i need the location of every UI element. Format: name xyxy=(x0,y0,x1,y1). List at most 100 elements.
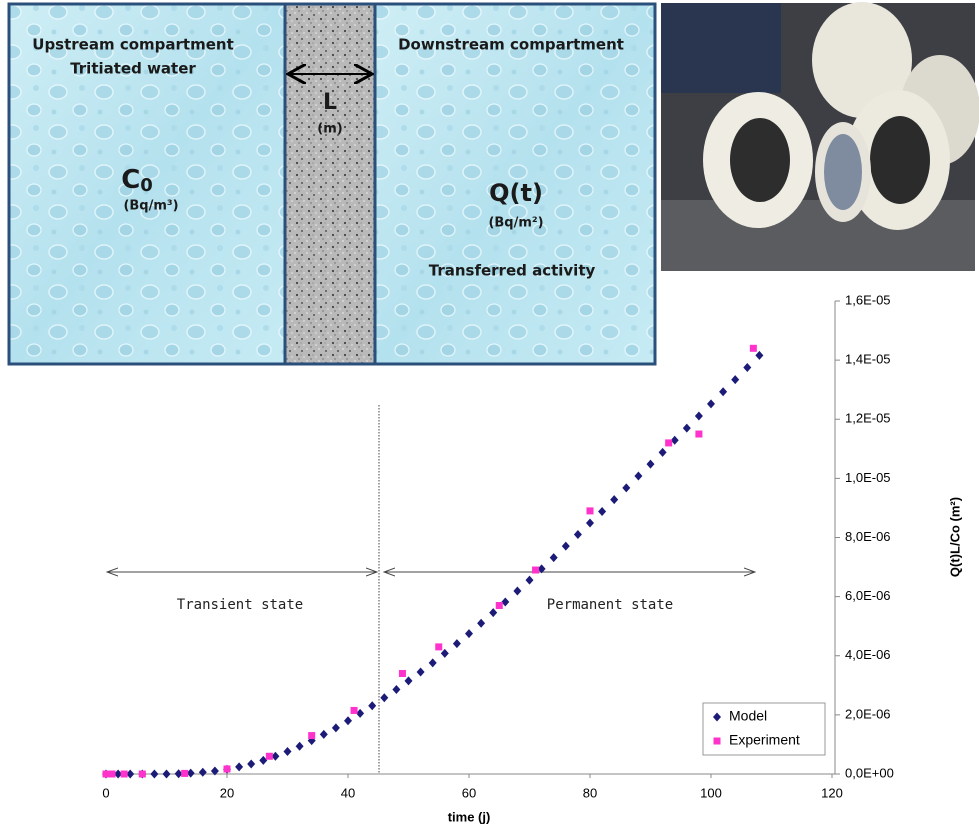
model-point xyxy=(622,483,631,493)
model-point xyxy=(658,447,667,457)
experiment-point xyxy=(350,706,358,714)
model-point xyxy=(416,667,425,677)
activity-symbol: Q(t) xyxy=(489,179,543,207)
thickness-symbol: L xyxy=(323,90,337,115)
model-point xyxy=(670,435,679,445)
model-point xyxy=(452,639,461,649)
annotation: Permanent state xyxy=(547,597,673,613)
model-point xyxy=(525,575,534,585)
experiment-point xyxy=(398,669,406,677)
sample-panel xyxy=(285,4,375,364)
model-point xyxy=(210,766,219,776)
experiment-point xyxy=(265,752,273,760)
y-tick-label: 1,6E-05 xyxy=(845,292,891,307)
model-point xyxy=(126,769,135,779)
x-tick-label: 100 xyxy=(700,785,722,800)
model-point xyxy=(537,564,546,574)
model-point xyxy=(743,363,752,373)
y-tick-label: 1,0E-05 xyxy=(845,470,891,485)
y-tick-label: 1,4E-05 xyxy=(845,352,891,367)
model-point xyxy=(368,701,377,711)
model-point xyxy=(174,769,183,779)
model-point xyxy=(247,759,256,769)
y-tick-label: 4,0E-06 xyxy=(845,647,891,662)
experiment-point xyxy=(749,344,757,352)
model-point xyxy=(150,769,159,779)
experiment-point xyxy=(695,430,703,438)
model-point xyxy=(283,747,292,757)
concentration-letter: C xyxy=(121,165,140,195)
photo-cell xyxy=(812,2,912,118)
model-point xyxy=(259,755,268,765)
y-tick-label: 0,0E+00 xyxy=(845,765,894,780)
photo-cell-window xyxy=(730,118,790,202)
model-point xyxy=(755,350,764,360)
experiment-point xyxy=(308,732,316,740)
model-point xyxy=(573,530,582,540)
x-tick-label: 20 xyxy=(220,785,234,800)
x-tick-label: 60 xyxy=(462,785,476,800)
downstream-title: Downstream compartment xyxy=(398,36,624,54)
upstream-texture xyxy=(9,4,285,364)
model-point xyxy=(634,471,643,481)
y-axis-label: Q(t)L/Co (m²) xyxy=(947,497,962,577)
y-tick-label: 1,2E-05 xyxy=(845,411,891,426)
model-point xyxy=(501,597,510,607)
model-point xyxy=(598,506,607,516)
model-point xyxy=(271,751,280,761)
model-point xyxy=(428,658,437,668)
model-point xyxy=(235,762,244,772)
model-point xyxy=(477,618,486,628)
experiment-point xyxy=(223,765,231,773)
model-point xyxy=(561,541,570,551)
photo-cell-window xyxy=(870,116,930,204)
model-point xyxy=(186,768,195,778)
model-point xyxy=(586,518,594,528)
photo-disc-face xyxy=(824,134,862,210)
experiment-point xyxy=(665,439,673,447)
legend-label: Model xyxy=(729,708,767,724)
experiment-point xyxy=(102,770,110,778)
experiment-point xyxy=(532,566,540,574)
legend: Model Experiment xyxy=(702,702,826,756)
model-point xyxy=(707,399,715,409)
legend-box xyxy=(702,702,826,756)
model-point xyxy=(198,767,207,777)
model-point xyxy=(682,423,691,433)
experiment-point xyxy=(495,601,503,609)
model-point xyxy=(356,708,365,718)
experiment-point xyxy=(586,507,594,515)
model-point xyxy=(646,459,655,469)
model-point xyxy=(440,648,449,658)
x-tick-label: 0 xyxy=(102,785,109,800)
model-point xyxy=(719,387,728,397)
annotation: Transient state xyxy=(177,597,303,613)
experiment-point xyxy=(138,770,146,778)
model-point xyxy=(392,684,401,694)
legend-marker xyxy=(713,712,721,722)
concentration-unit: (Bq/m³) xyxy=(123,199,178,214)
model-point xyxy=(295,741,304,751)
experiment-point xyxy=(435,643,443,651)
experiment-point xyxy=(181,769,189,777)
experiment-point xyxy=(108,770,116,778)
model-point xyxy=(694,411,703,421)
downstream-texture xyxy=(375,4,655,364)
concentration-subscript: 0 xyxy=(140,175,153,196)
model-point xyxy=(404,676,413,686)
model-point xyxy=(162,769,171,779)
diagram: Upstream compartment Tritiated water L (… xyxy=(7,2,657,366)
upstream-title: Upstream compartment xyxy=(32,36,233,54)
upstream-subtitle: Tritiated water xyxy=(70,60,196,78)
model-point xyxy=(610,495,619,505)
x-tick-label: 40 xyxy=(341,785,355,800)
concentration-symbol: C0 xyxy=(121,165,153,197)
x-axis-label: time (j) xyxy=(448,809,491,824)
thickness-unit: (m) xyxy=(317,122,342,137)
y-tick-label: 6,0E-06 xyxy=(845,588,891,603)
model-point xyxy=(380,693,389,703)
model-point xyxy=(513,586,522,596)
y-tick-label: 8,0E-06 xyxy=(845,529,891,544)
